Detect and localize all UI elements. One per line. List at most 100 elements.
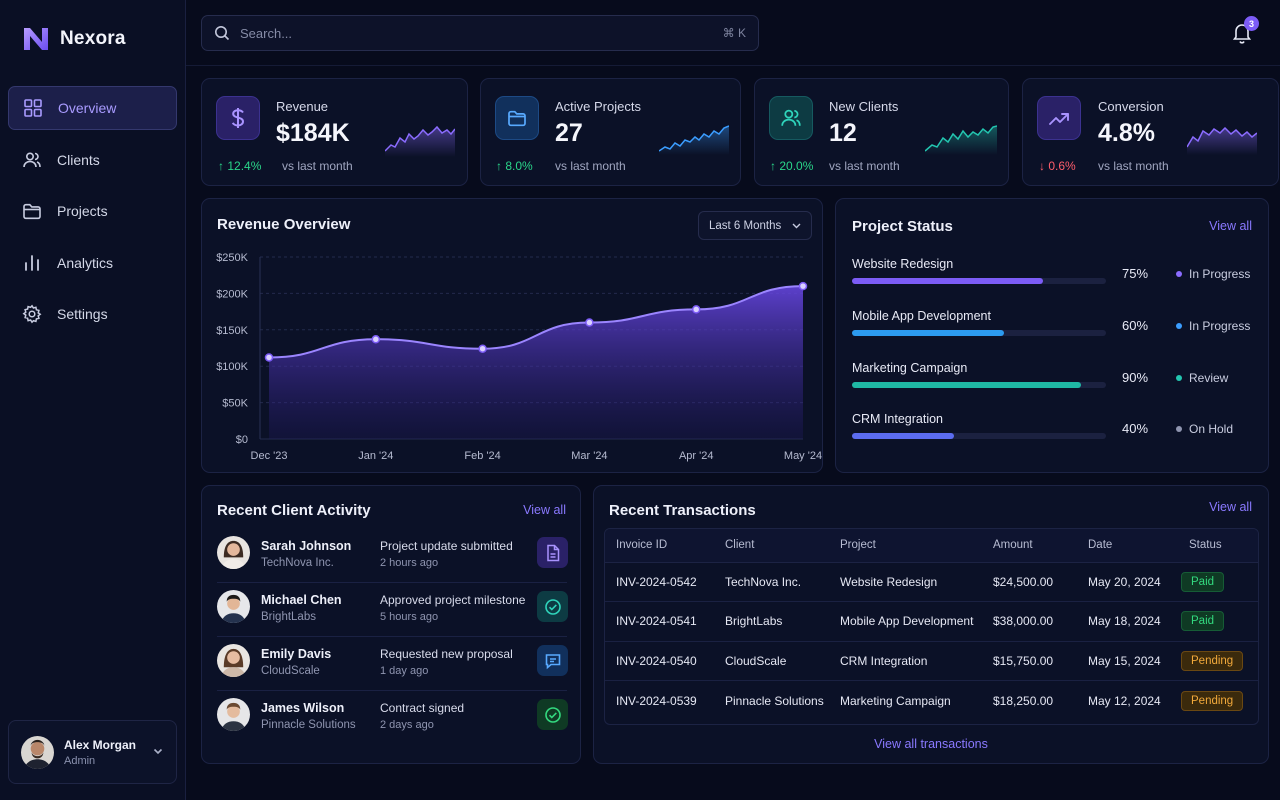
activity-item[interactable]: James Wilson Pinnacle Solutions Contract… bbox=[217, 691, 568, 745]
activity-view-all-link[interactable]: View all bbox=[523, 503, 566, 517]
data-point[interactable] bbox=[478, 344, 487, 353]
kpi-delta: ↑ 12.4% bbox=[218, 159, 262, 173]
amount: $24,500.00 bbox=[982, 562, 1077, 602]
x-tick-label: Mar '24 bbox=[571, 450, 607, 462]
kpi-card-new-clients[interactable]: New Clients 12 ↑ 20.0% vs last month bbox=[754, 78, 1009, 186]
kpi-card-active-projects[interactable]: Active Projects 27 ↑ 8.0% vs last month bbox=[480, 78, 741, 186]
date-range-value: Last 6 Months bbox=[709, 219, 782, 232]
card-title: Recent Client Activity bbox=[217, 502, 371, 519]
column-header[interactable]: Date bbox=[1077, 529, 1181, 563]
kpi-sub: vs last month bbox=[555, 159, 626, 173]
chevron-down-icon[interactable] bbox=[152, 745, 164, 757]
client-name: TechNova Inc. bbox=[714, 562, 829, 602]
sidebar-item-settings[interactable]: Settings bbox=[8, 292, 177, 336]
sidebar-item-label: Projects bbox=[57, 203, 108, 219]
users-icon bbox=[781, 109, 801, 126]
table-row[interactable]: INV-2024-0542 TechNova Inc. Website Rede… bbox=[605, 562, 1258, 602]
sidebar-item-clients[interactable]: Clients bbox=[8, 138, 177, 182]
column-header[interactable]: Amount bbox=[982, 529, 1077, 563]
kpi-delta: ↓ 0.6% bbox=[1039, 159, 1076, 173]
kpi-icon-tile bbox=[769, 96, 813, 140]
activity-text: Project update submitted bbox=[380, 539, 513, 553]
data-point[interactable] bbox=[264, 353, 274, 362]
progress-percent: 75% bbox=[1122, 266, 1149, 281]
activity-icon-tile bbox=[537, 645, 568, 676]
activity-time: 5 hours ago bbox=[380, 611, 439, 623]
project-status-row[interactable]: Mobile App Development 60% In Progress bbox=[852, 309, 1252, 339]
progress-percent: 60% bbox=[1122, 318, 1149, 333]
data-point[interactable] bbox=[585, 318, 594, 327]
sidebar-item-label: Settings bbox=[57, 306, 108, 322]
data-point[interactable] bbox=[691, 305, 701, 314]
progress-fill bbox=[852, 278, 1043, 284]
view-all-transactions-link[interactable]: View all transactions bbox=[874, 737, 988, 751]
client-company: Pinnacle Solutions bbox=[261, 719, 356, 731]
activity-item[interactable]: Emily Davis CloudScale Requested new pro… bbox=[217, 637, 568, 691]
y-tick-label: $100K bbox=[216, 361, 248, 373]
data-point[interactable] bbox=[371, 335, 381, 344]
project-status-row[interactable]: Marketing Campaign 90% Review bbox=[852, 361, 1252, 391]
project-name: Marketing Campaign bbox=[852, 361, 968, 375]
search-input[interactable] bbox=[240, 25, 700, 41]
table-row[interactable]: INV-2024-0539 Pinnacle Solutions Marketi… bbox=[605, 681, 1258, 721]
kpi-sub: vs last month bbox=[1098, 159, 1169, 173]
column-header[interactable]: Invoice ID bbox=[605, 529, 714, 563]
project-status-row[interactable]: Website Redesign 75% In Progress bbox=[852, 257, 1252, 287]
user-profile-card[interactable]: Alex Morgan Admin bbox=[8, 720, 177, 784]
x-tick-label: May '24 bbox=[784, 450, 822, 462]
transactions-view-all-link[interactable]: View all bbox=[1209, 500, 1252, 514]
client-name: Pinnacle Solutions bbox=[725, 693, 824, 708]
y-tick-label: $0 bbox=[236, 434, 248, 446]
status-badge: Paid bbox=[1181, 611, 1225, 632]
status-badge: Paid bbox=[1181, 571, 1225, 592]
sidebar-item-label: Analytics bbox=[57, 254, 114, 271]
check-circle-icon bbox=[544, 706, 561, 723]
y-tick-label: $50K bbox=[222, 398, 248, 410]
kpi-sparkline bbox=[385, 125, 455, 157]
card-title: Recent Transactions bbox=[609, 502, 756, 519]
notifications-button[interactable]: 3 bbox=[1232, 16, 1259, 44]
activity-text: Approved project milestone bbox=[380, 593, 526, 607]
client-company: TechNova Inc. bbox=[261, 557, 334, 569]
sidebar-item-analytics[interactable]: Analytics bbox=[8, 241, 177, 285]
activity-item[interactable]: Sarah Johnson TechNova Inc. Project upda… bbox=[217, 529, 568, 583]
status-badge: Pending bbox=[1181, 690, 1244, 711]
kpi-sparkline bbox=[1187, 126, 1257, 155]
sidebar-item-projects[interactable]: Projects bbox=[8, 189, 177, 233]
column-header[interactable]: Client bbox=[714, 529, 829, 563]
status-label: In Progress bbox=[1176, 319, 1250, 333]
project-status-row[interactable]: CRM Integration 40% On Hold bbox=[852, 412, 1252, 442]
client-company: BrightLabs bbox=[261, 611, 316, 623]
search-box[interactable]: ⌘ K bbox=[201, 15, 759, 51]
progress-track bbox=[852, 278, 1106, 284]
table-row[interactable]: INV-2024-0541 BrightLabs Mobile App Deve… bbox=[605, 601, 1258, 642]
avatar bbox=[217, 644, 250, 677]
dollar-icon bbox=[231, 108, 245, 128]
table-row[interactable]: INV-2024-0540 CloudScale CRM Integration… bbox=[605, 641, 1258, 681]
kpi-card-revenue[interactable]: Revenue $184K ↑ 12.4% vs last month bbox=[201, 78, 468, 186]
status-dot bbox=[1176, 426, 1182, 432]
data-point[interactable] bbox=[798, 281, 808, 291]
sidebar-item-label: Clients bbox=[57, 151, 100, 168]
date: May 20, 2024 bbox=[1077, 562, 1181, 602]
top-bar: ⌘ K 3 bbox=[186, 0, 1280, 66]
column-header[interactable]: Status bbox=[1181, 529, 1258, 563]
invoice-id: INV-2024-0539 bbox=[616, 693, 697, 708]
status-dot bbox=[1176, 375, 1182, 381]
kpi-label: New Clients bbox=[829, 99, 899, 114]
client-name: Sarah Johnson bbox=[261, 539, 352, 553]
project-status-card: Project Status View all Website Redesign… bbox=[835, 198, 1269, 473]
column-header[interactable]: Project bbox=[829, 529, 982, 563]
revenue-area-chart: $0 $50K $100K $150K $200K $250K Dec '23 Jan '2… bbox=[216, 252, 822, 462]
kpi-card-conversion[interactable]: Conversion 4.8% ↓ 0.6% vs last month bbox=[1022, 78, 1279, 186]
activity-item[interactable]: Michael Chen BrightLabs Approved project… bbox=[217, 583, 568, 637]
invoice-id: INV-2024-0540 bbox=[605, 641, 714, 681]
client-name: James Wilson bbox=[261, 701, 345, 715]
date-range-select[interactable]: Last 6 Months bbox=[698, 211, 812, 240]
kpi-sparkline bbox=[659, 125, 729, 155]
app-logo[interactable]: Nexora bbox=[22, 26, 126, 52]
sidebar-item-label: Overview bbox=[58, 100, 117, 116]
activity-time: 2 days ago bbox=[380, 719, 434, 731]
project-status-view-all-link[interactable]: View all bbox=[1209, 219, 1252, 233]
sidebar-item-overview[interactable]: Overview bbox=[8, 86, 177, 130]
